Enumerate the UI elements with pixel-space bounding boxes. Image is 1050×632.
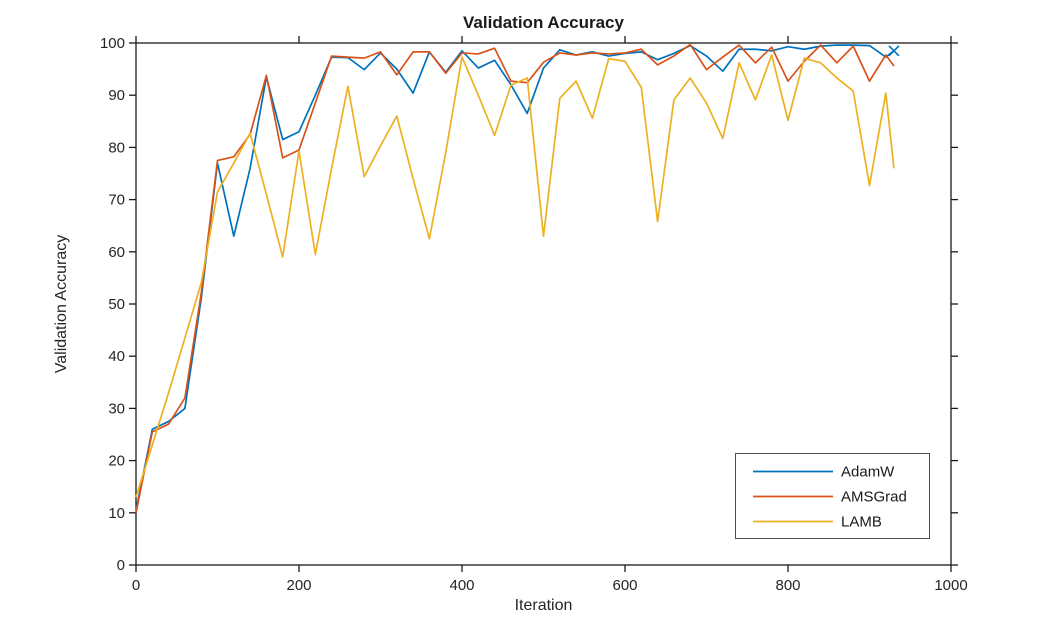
legend-label: AdamW	[841, 464, 895, 481]
x-tick-label: 0	[132, 577, 140, 594]
chart-title: Validation Accuracy	[463, 13, 624, 32]
legend-label: LAMB	[841, 514, 882, 531]
y-tick-label: 20	[108, 453, 125, 470]
y-tick-label: 50	[108, 296, 125, 313]
y-tick-label: 30	[108, 400, 125, 417]
y-tick-label: 0	[117, 557, 125, 574]
series-line-AMSGrad	[135, 43, 895, 513]
y-tick-label: 100	[100, 35, 125, 52]
y-tick-label: 10	[108, 505, 125, 522]
end-x-marker	[888, 45, 900, 57]
y-tick-label: 80	[108, 139, 125, 156]
x-axis-label: Iteration	[514, 597, 573, 614]
x-tick-label: 1000	[934, 577, 967, 594]
x-tick-label: 600	[612, 577, 637, 594]
x-tick-label: 800	[775, 577, 800, 594]
x-tick-label: 200	[286, 577, 311, 594]
y-tick-label: 70	[108, 192, 125, 209]
legend-label: AMSGrad	[841, 489, 907, 506]
y-tick-label: 60	[108, 244, 125, 261]
y-tick-label: 40	[108, 348, 125, 365]
series-line-LAMB	[135, 54, 895, 498]
y-tick-label: 90	[108, 87, 125, 104]
x-tick-label: 400	[449, 577, 474, 594]
series-line-AdamW	[135, 44, 895, 511]
